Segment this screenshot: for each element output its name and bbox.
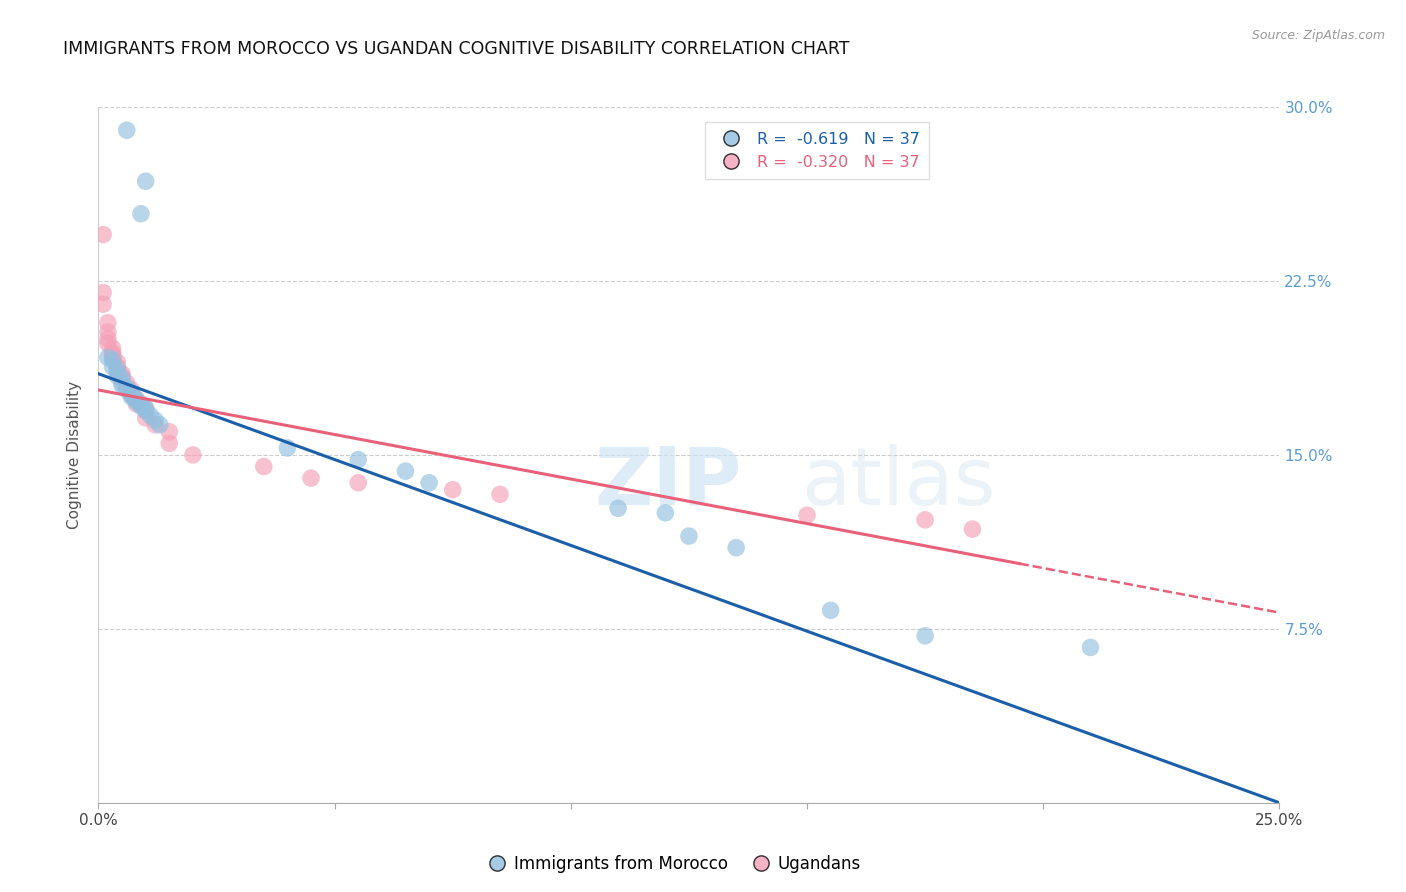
Point <box>143 417 166 432</box>
Point <box>394 464 416 478</box>
Point <box>91 297 114 311</box>
Point <box>129 207 152 221</box>
Point <box>347 452 370 467</box>
Point <box>101 359 124 374</box>
Point <box>820 603 842 617</box>
Point <box>105 355 128 369</box>
Point <box>97 351 120 365</box>
Point <box>105 369 128 384</box>
Point <box>253 459 276 474</box>
Point <box>125 392 148 407</box>
Text: Source: ZipAtlas.com: Source: ZipAtlas.com <box>1251 29 1385 42</box>
Point <box>115 376 138 390</box>
Y-axis label: Cognitive Disability: Cognitive Disability <box>67 381 83 529</box>
Point <box>796 508 818 523</box>
Point <box>105 367 128 381</box>
Point <box>121 390 143 404</box>
Point <box>299 471 322 485</box>
Point <box>135 401 157 416</box>
Point <box>115 123 138 137</box>
Point <box>441 483 464 497</box>
Point <box>91 285 114 300</box>
Point <box>347 475 370 490</box>
Point <box>157 436 180 450</box>
Point <box>101 352 124 367</box>
Point <box>121 383 143 397</box>
Point <box>129 397 152 411</box>
Point <box>678 529 700 543</box>
Point <box>101 348 124 362</box>
Point <box>97 316 120 330</box>
Point <box>125 392 148 407</box>
Point <box>135 410 157 425</box>
Point <box>111 369 134 384</box>
Point <box>115 381 138 395</box>
Point <box>91 227 114 242</box>
Point <box>149 417 172 432</box>
Legend: R =  -0.619   N = 37, R =  -0.320   N = 37: R = -0.619 N = 37, R = -0.320 N = 37 <box>706 122 929 179</box>
Point <box>105 362 128 376</box>
Point <box>129 399 152 413</box>
Point <box>97 325 120 339</box>
Point <box>105 359 128 374</box>
Text: IMMIGRANTS FROM MOROCCO VS UGANDAN COGNITIVE DISABILITY CORRELATION CHART: IMMIGRANTS FROM MOROCCO VS UGANDAN COGNI… <box>63 40 849 58</box>
Point <box>654 506 676 520</box>
Text: ZIP: ZIP <box>595 443 742 522</box>
Point <box>101 346 124 360</box>
Point <box>111 371 134 385</box>
Point <box>1080 640 1102 655</box>
Point <box>139 409 162 423</box>
Point <box>607 501 630 516</box>
Point <box>135 404 157 418</box>
Point <box>115 381 138 395</box>
Point <box>914 513 936 527</box>
Point <box>121 387 143 401</box>
Point <box>418 475 440 490</box>
Point <box>115 383 138 397</box>
Point <box>97 336 120 351</box>
Point <box>143 413 166 427</box>
Text: atlas: atlas <box>801 443 995 522</box>
Point <box>725 541 748 555</box>
Point <box>121 387 143 401</box>
Point <box>111 378 134 392</box>
Point <box>125 397 148 411</box>
Point <box>181 448 204 462</box>
Point <box>135 174 157 188</box>
Point <box>101 341 124 355</box>
Point <box>914 629 936 643</box>
Point <box>97 332 120 346</box>
Point <box>111 371 134 385</box>
Point <box>125 394 148 409</box>
Point <box>105 362 128 376</box>
Point <box>135 401 157 416</box>
Point <box>489 487 512 501</box>
Point <box>101 351 124 365</box>
Point <box>121 385 143 400</box>
Point <box>111 376 134 390</box>
Point <box>111 367 134 381</box>
Point <box>962 522 984 536</box>
Legend: Immigrants from Morocco, Ugandans: Immigrants from Morocco, Ugandans <box>482 848 868 880</box>
Point <box>276 441 298 455</box>
Point <box>157 425 180 439</box>
